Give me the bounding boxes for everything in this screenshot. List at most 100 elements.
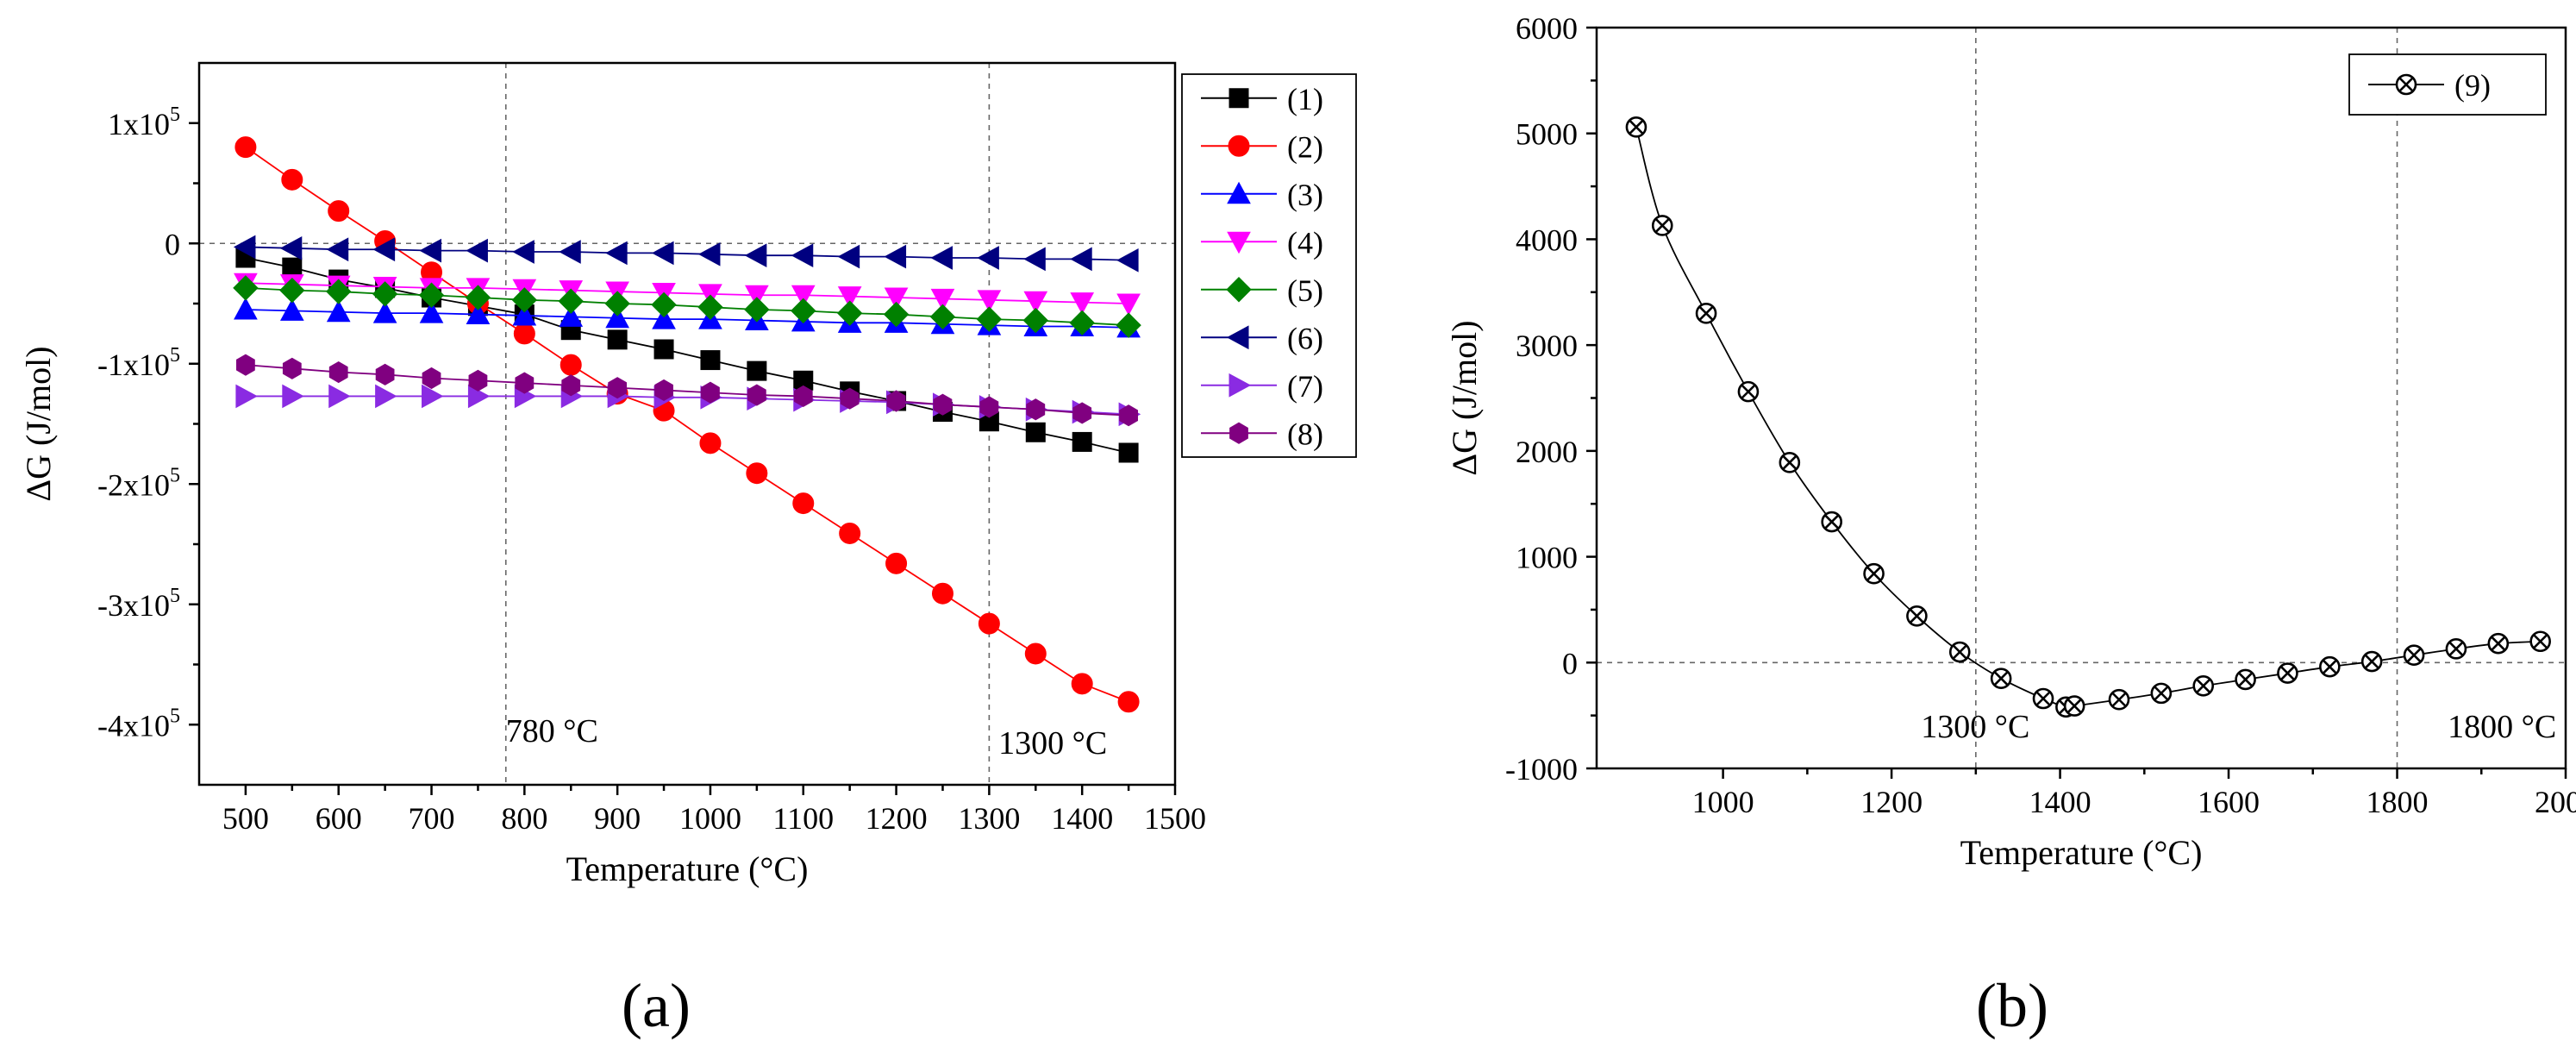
panel-a-series-2-point-7 [559,304,584,327]
panel-b-series-0-point-20-cross-b [2406,648,2422,663]
panel-a-series-1-point-14 [885,552,908,574]
panel-a-x-tick-label-2: 700 [409,801,455,836]
panel-a-series-7-point-0 [236,354,255,376]
panel-b-series-0-point-13 [2108,688,2130,711]
panel-a-y-tick-exponent-0: 5 [170,103,180,126]
panel-b-series-line-0 [1635,127,2541,709]
panel-a-x-tick-label-10: 1500 [1144,801,1206,836]
panel-a-series-0-point-1 [282,257,303,278]
panel-b-series-0-point-6-cross-b [1866,566,1881,581]
panel-a-series-5-point-5 [466,238,488,263]
panel-b-panel-label: (b) [1976,971,2048,1040]
panel-a-legend-label-3: (4) [1287,225,1323,260]
panel-a-panel-label: (a) [622,971,691,1040]
panel-a-series-7-point-15 [933,393,953,416]
panel-a-legend-marker-1 [1228,135,1250,157]
panel-b-series-0-point-6 [1863,562,1885,585]
panel-a-series-3-point-14 [884,287,909,310]
panel-a-series-5-point-1 [279,235,303,260]
panel-a-series-4-point-5 [465,285,491,310]
panel-b-series-0-point-16-cross-b [2238,672,2254,687]
panel-a-series-4-point-8 [604,291,630,317]
panel-a-y-tick-mantissa-4: -3x10 [97,588,170,623]
panel-b-series-0-point-13-cross-b [2111,692,2127,707]
panel-b-y-tick-label-6: 0 [1562,646,1578,680]
panel-a-series-3-point-17 [1023,291,1048,314]
panel-a-series-1-point-0 [234,136,257,159]
panel-a-x-tick-label-3: 800 [501,801,547,836]
panel-a-y-tick-mantissa-2: -1x10 [97,348,170,382]
panel-a-legend-marker-5 [1226,325,1249,350]
panel-a-series-5-point-9 [651,241,674,266]
panel-a-series-7-point-2 [328,360,348,384]
panel-a-series-7-point-1 [282,357,302,379]
panel-a-series-4-point-11 [744,297,770,323]
panel-b-y-tick-label-7: -1000 [1505,752,1578,787]
panel-a-series-4-point-6 [511,287,538,313]
panel-a-series-4-point-14 [883,301,910,328]
panel-b-series-0-point-12-cross-b [2066,699,2082,714]
panel-a-legend-label-0: (1) [1287,82,1323,116]
panel-b-series-0-point-20 [2403,644,2425,666]
panel-b-series-0-point-3-cross-b [1741,384,1756,399]
panel-a-series-5-point-13 [837,244,860,269]
panel-b-series-0-point-9 [1990,668,2012,689]
panel-a-y-axis-label: ΔG (J/mol) [19,346,58,501]
panel-a-x-axis-label: Temperature (°C) [566,849,809,888]
panel-b-series-0-point-9-cross-b [1993,671,2009,686]
panel-a-series-2-point-1 [279,298,304,321]
panel-b-series-0-point-4 [1779,452,1801,473]
panel-a-series-2-point-6 [512,303,537,326]
panel-b-series-0-point-2 [1695,303,1717,324]
panel-a-x-tick-label-8: 1300 [958,801,1020,836]
panel-a-series-6-point-0 [235,384,258,409]
panel-a-series-1-point-15 [931,582,953,605]
panel-b-series-0-point-5 [1821,511,1842,533]
panel-a-series-4-point-16 [976,306,1003,332]
panel-a-series-1-point-11 [746,462,768,485]
panel-a-series-5-point-8 [605,241,628,266]
panel-a-series-1-point-13 [839,522,861,544]
panel-b-series-0-point-7 [1906,605,1928,627]
panel-b-x-tick-label-2: 1400 [2029,785,2091,819]
panel-b-series-0-point-0-cross-b [1629,119,1644,135]
panel-a-x-tick-label-7: 1200 [866,801,928,836]
panel-a-x-tick-label-0: 500 [222,801,269,836]
panel-a-series-5-point-7 [559,240,581,264]
panel-b-y-tick-label-0: 6000 [1516,11,1578,46]
panel-b-x-tick-label-5: 2000 [2535,785,2576,819]
panel-b-x-tick-label-1: 1200 [1860,785,1923,819]
panel-a-series-7-point-16 [979,396,999,418]
panel-a-annotation-1: 1300 °C [998,725,1107,762]
panel-a-legend-label-6: (7) [1287,369,1323,404]
panel-b-y-tick-label-2: 4000 [1516,223,1578,257]
panel-a-series-4-point-9 [651,291,677,318]
panel-a-y-tick-label-3: -2x105 [97,464,180,502]
panel-a-series-5-point-15 [930,246,953,270]
panel-a-series-5-point-12 [791,243,814,268]
panel-b-series-0-point-0 [1625,116,1648,138]
panel-b-legend-marker-0 [2395,73,2417,96]
panel-a-y-tick-mantissa-3: -2x10 [97,467,170,502]
panel-a-series-1-point-19 [1117,691,1140,713]
panel-a-series-7-point-17 [1026,398,1046,421]
panel-a-legend-marker-7 [1229,422,1248,444]
panel-a-series-4-point-7 [558,288,584,314]
panel-b-y-tick-label-3: 3000 [1516,329,1578,363]
panel-a-series-3-point-19 [1116,293,1141,317]
panel-b-series-0-point-8 [1948,641,1971,663]
panel-a-series-1-point-17 [1024,642,1047,665]
panel-b-y-tick-label-4: 2000 [1516,435,1578,469]
panel-b-series-0-point-22 [2487,632,2510,655]
panel-b-series-0-point-22-cross-b [2491,636,2506,651]
panel-b-annotation-0: 1300 °C [1921,709,2029,745]
panel-a-x-tick-label-4: 900 [594,801,641,836]
panel-a-series-2-point-2 [326,299,351,323]
panel-a-x-tick-label-1: 600 [316,801,362,836]
panel-a-series-1-point-12 [792,492,815,515]
panel-b-series-0-point-8-cross-b [1952,644,1967,660]
panel-b-annotation-1: 1800 °C [2448,709,2556,745]
panel-a-legend-marker-3 [1227,231,1251,254]
panel-a-y-tick-exponent-4: 5 [170,585,180,607]
panel-b-series-0-point-16 [2235,668,2256,691]
